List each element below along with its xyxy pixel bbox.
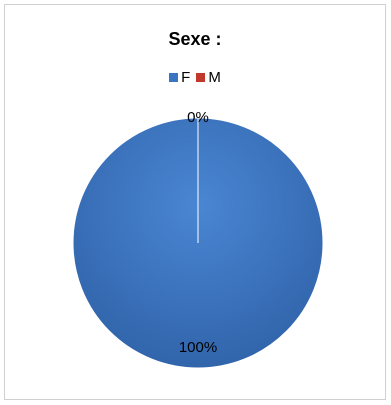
chart-legend: F M bbox=[5, 69, 385, 86]
chart-title: Sexe : bbox=[168, 29, 222, 49]
legend-swatch-f bbox=[169, 73, 179, 82]
legend-entry-f: F bbox=[169, 69, 190, 86]
legend-swatch-m bbox=[196, 73, 206, 82]
pie-slices bbox=[72, 117, 324, 369]
legend-label-f: F bbox=[181, 69, 191, 86]
slice-label-m: 0% bbox=[187, 109, 209, 126]
slice-label-f: 100% bbox=[179, 339, 217, 356]
legend-label-m: M bbox=[208, 69, 221, 86]
legend-entry-m: M bbox=[196, 69, 221, 86]
